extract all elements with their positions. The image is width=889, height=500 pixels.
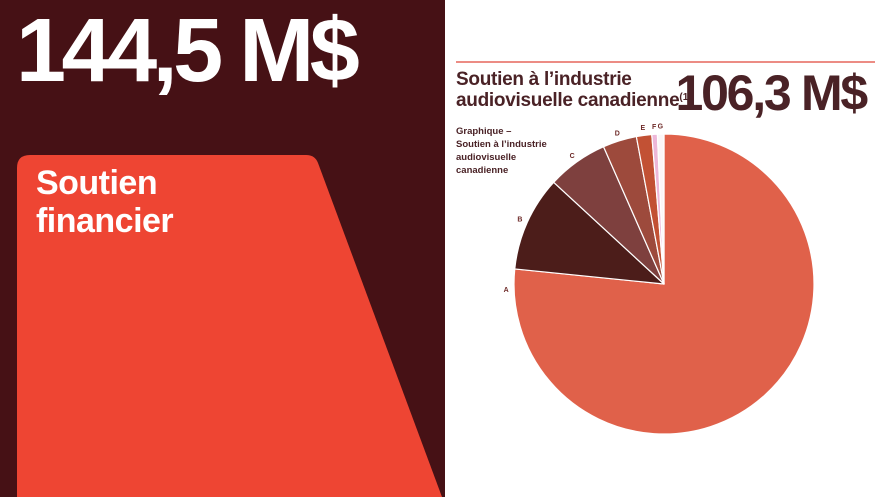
footnote-marker: (1) [679,91,692,103]
chart-title-line1: Soutien à l’industrie [456,69,632,90]
pie-slice-label-D: D [615,131,620,138]
total-amount: 144,5 M$ [16,1,360,101]
chart-caption: Graphique – Soutien à l’industrie audiov… [456,125,576,177]
pie-slice-label-G: G [658,124,664,131]
pie-slice-G [656,133,665,285]
pie-chart: A B C D E F G [504,124,815,435]
pie-slice-B [514,181,665,285]
chart-caption-line1: Graphique – [456,126,512,137]
pie-slice-label-B: B [517,217,522,224]
soutien-financier-shape [17,155,442,497]
right-panel: Soutien à l’industrie audiovisuelle cana… [445,0,889,500]
chart-title: Soutien à l’industrie audiovisuelle cana… [456,69,706,112]
pie-slice-label-C: C [570,153,575,160]
pie-slice-label-F: F [652,124,657,131]
red-trapezoid-shape [17,155,442,497]
section-title: Soutien financier [36,164,174,241]
chart-title-line2: audiovisuelle canadienne [456,89,680,111]
section-title-line1: Soutien [36,164,158,202]
chart-caption-line4: canadienne [456,165,509,176]
chart-caption-line3: audiovisuelle [456,152,517,163]
pie-slice-label-E: E [640,125,645,132]
pie-slice-label-A: A [504,287,509,294]
left-panel: 144,5 M$ Soutien financier [0,0,445,497]
accent-divider-line [456,61,875,63]
chart-amount: 106,3 M$ [675,65,869,121]
chart-caption-line2: Soutien à l’industrie [456,139,547,150]
section-title-line2: financier [36,202,174,241]
